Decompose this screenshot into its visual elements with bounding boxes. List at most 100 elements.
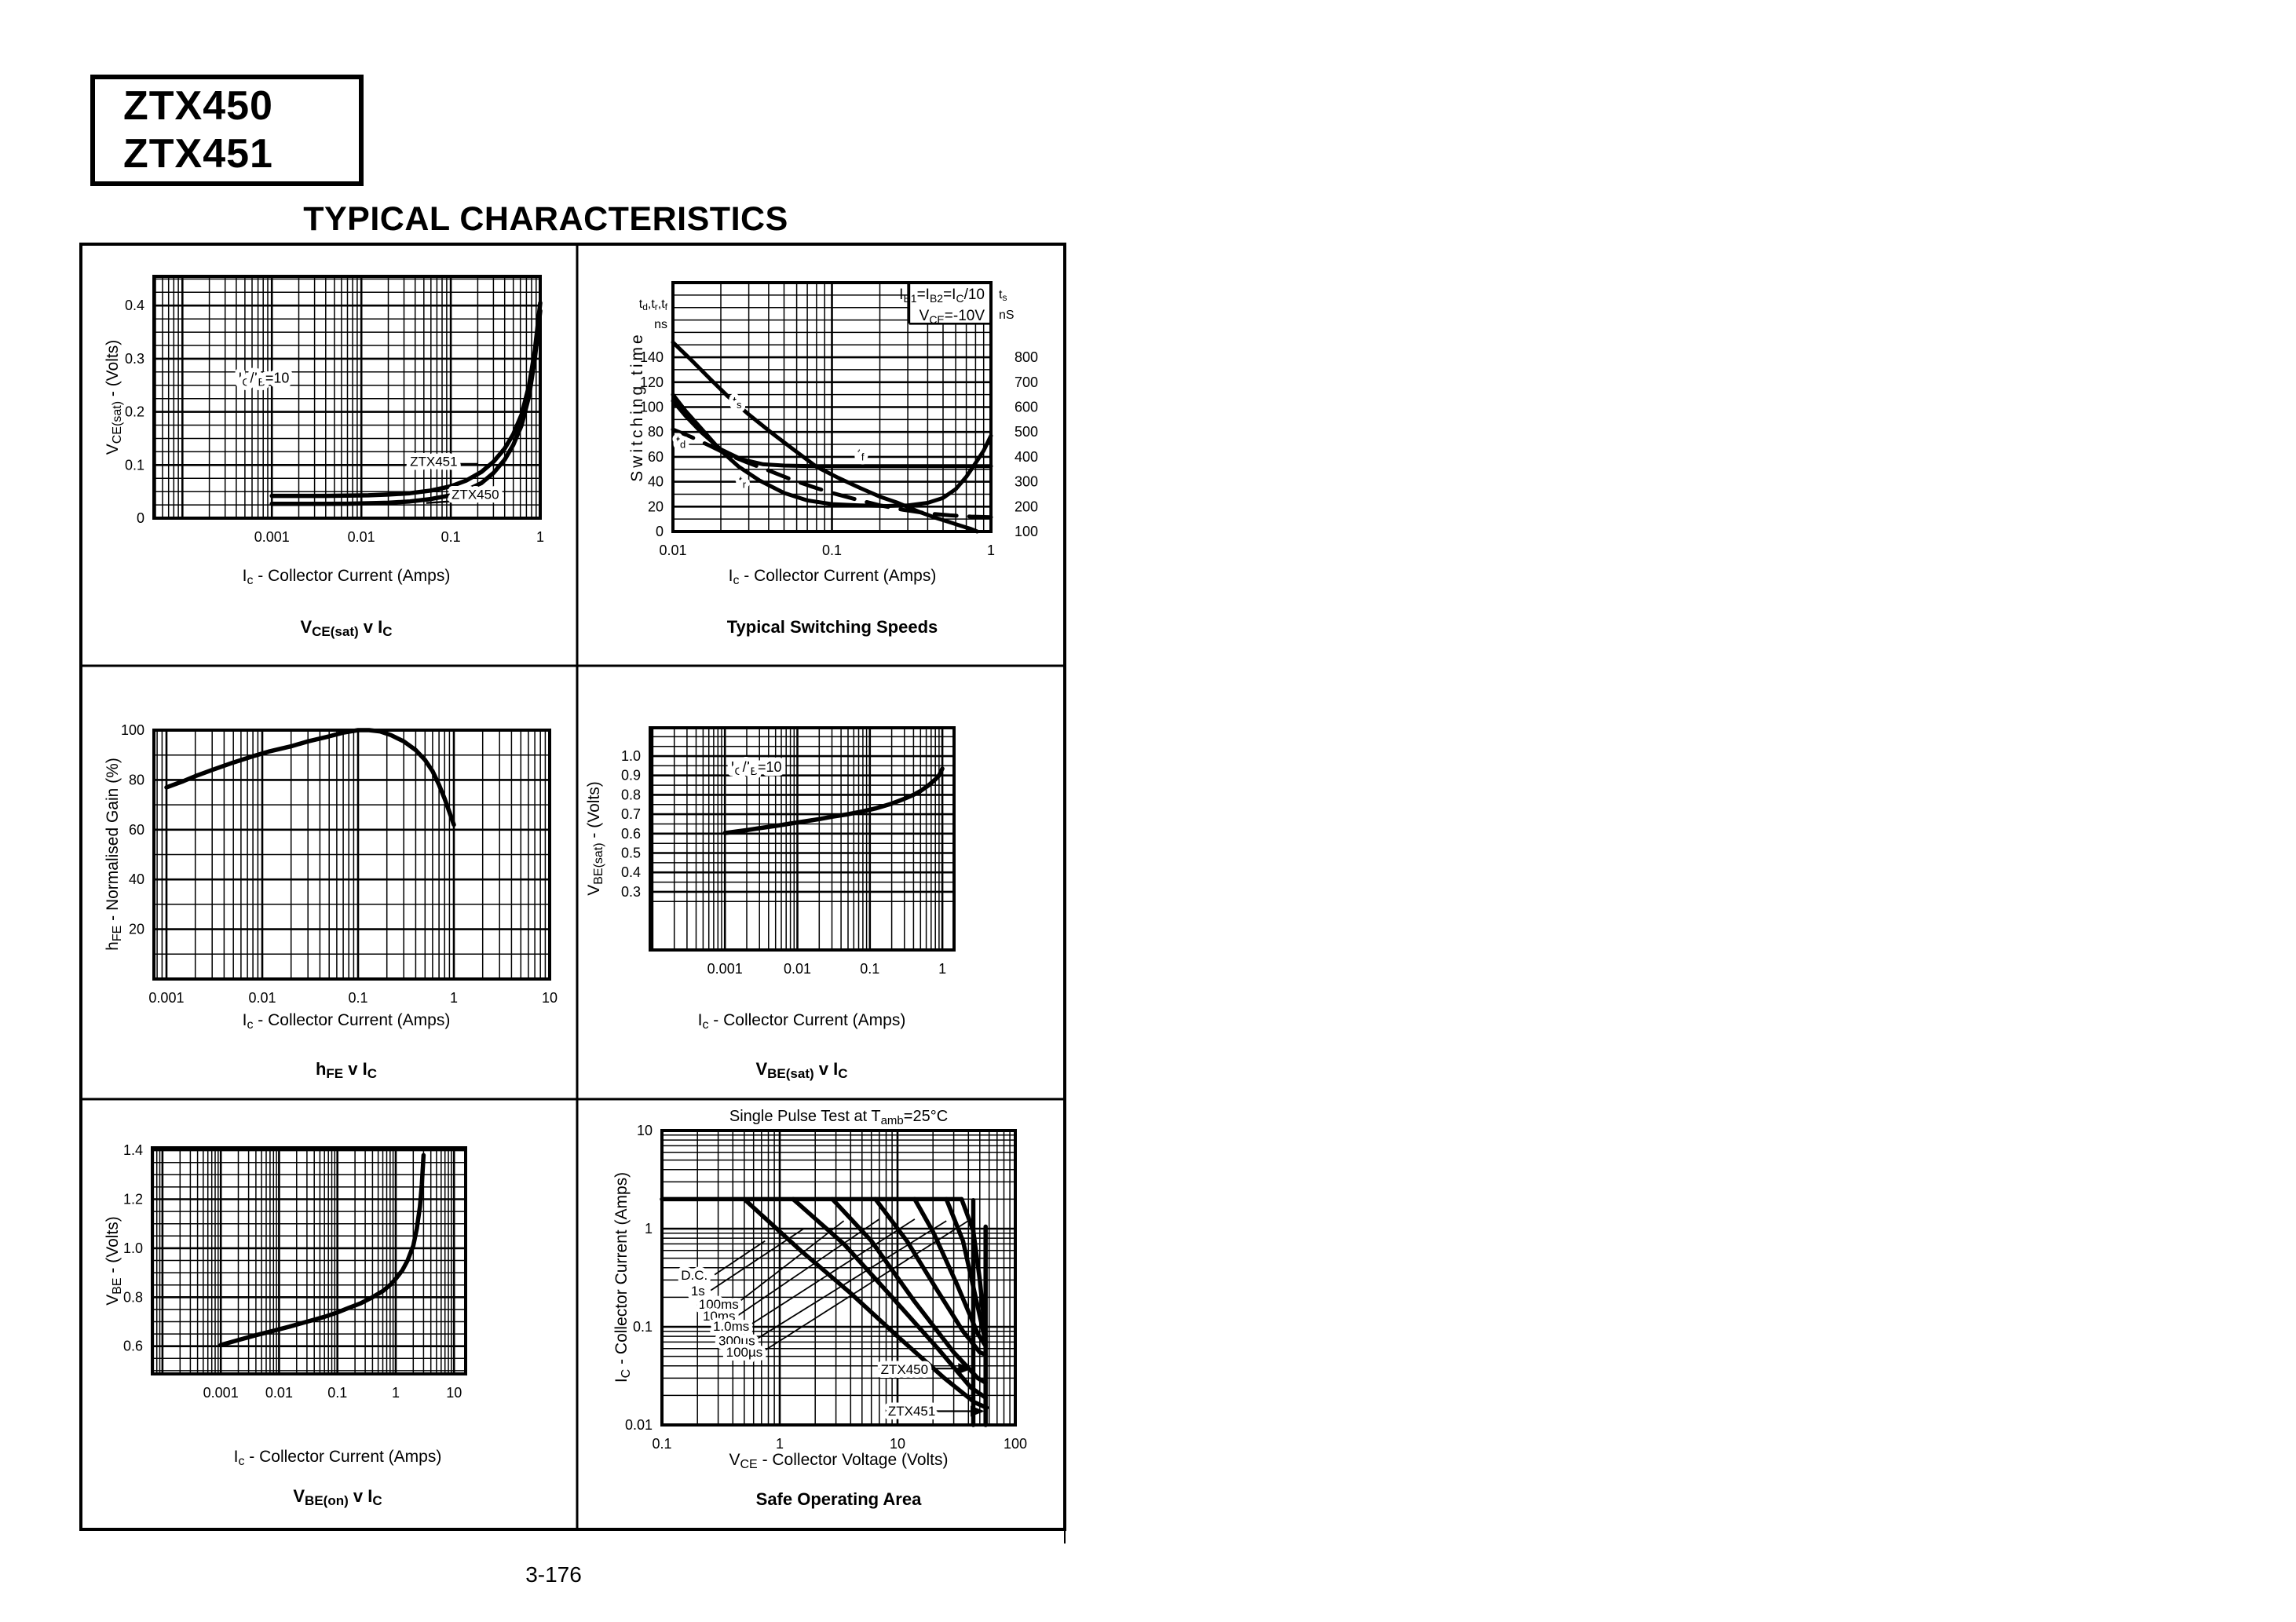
charts-grid-frame xyxy=(79,243,1066,1543)
device-label-ztx451: ZTX451 xyxy=(888,1404,935,1419)
y2-header-units: nS xyxy=(999,309,1015,322)
x-tick: 0.1 xyxy=(860,961,879,977)
vbe_on-ylabel: VBE - (Volts) xyxy=(104,1216,124,1306)
x-tick: 10 xyxy=(890,1436,905,1452)
curve-label-ts: ts xyxy=(733,394,742,411)
y2-tick: 200 xyxy=(1015,499,1038,514)
test-conditions-box xyxy=(909,283,991,324)
y-tick: 80 xyxy=(129,772,144,787)
x-tick: 0.01 xyxy=(265,1385,293,1401)
series-vbe-sat- xyxy=(722,766,945,835)
series-ztx451 xyxy=(269,301,543,499)
chart-vbe_on: 0.001 0.01 0.1 1 10 0.6 0.8 1.0 1.2 1.4 Ic - Colle… xyxy=(104,1142,467,1508)
x-tick: 100 xyxy=(1004,1436,1027,1452)
x-tick: 0.001 xyxy=(148,990,184,1006)
switching-xlabel: Ic - Collector Current (Amps) xyxy=(729,567,937,587)
x-tick: 0.01 xyxy=(784,961,811,977)
y-tick: 140 xyxy=(640,349,664,365)
y-tick: 0.4 xyxy=(621,864,641,880)
x-tick: 0.1 xyxy=(441,529,461,545)
switching-ylabel: Switching time xyxy=(628,331,646,481)
plot-border xyxy=(649,726,956,952)
y-tick: 0.8 xyxy=(123,1289,143,1305)
soa-ylabel: IC - Collector Current (Amps) xyxy=(612,1172,633,1383)
vbe_sat-ylabel: VBE(sat) - (Volts) xyxy=(585,781,605,896)
y-tick: 0.6 xyxy=(621,826,641,842)
x-tick: 0.01 xyxy=(348,529,375,545)
curve-label-tf: tf xyxy=(857,446,865,462)
y-tick: 1.0 xyxy=(123,1240,143,1256)
series-100ms xyxy=(830,1196,988,1385)
series-100us xyxy=(959,1196,988,1339)
y-tick: 1 xyxy=(645,1221,653,1237)
grid-border xyxy=(79,243,1066,1531)
pulse-label: D.C. xyxy=(681,1268,707,1283)
y-tick: 0.3 xyxy=(125,351,144,367)
series-tf xyxy=(671,399,993,469)
y2-tick: 600 xyxy=(1015,400,1038,415)
plot-border xyxy=(660,1129,1017,1427)
y2-tick: 300 xyxy=(1015,474,1038,490)
hfe-ylabel: hFE - Normalised Gain (%) xyxy=(104,758,124,951)
device-label-ztx450: ZTX450 xyxy=(881,1362,928,1377)
y-header-units: ns xyxy=(654,318,667,331)
y-tick: 60 xyxy=(129,822,144,838)
arrow-icon xyxy=(958,1363,973,1375)
y-tick: 0.01 xyxy=(625,1417,653,1433)
chart-switching: ts tr tf td IB1=IB2=IC/10 VCE=-10V 0.01 0.1 1 0 20… xyxy=(628,281,1038,637)
y2-tick: 800 xyxy=(1015,349,1038,365)
y2-tick: 100 xyxy=(1015,524,1038,539)
y-tick: 0 xyxy=(656,524,664,539)
y-tick: 0.3 xyxy=(621,884,641,900)
switching-title: Typical Switching Speeds xyxy=(727,617,938,637)
arrow-icon xyxy=(971,1405,985,1417)
soa-header: Single Pulse Test at Tamb=25°C xyxy=(729,1108,948,1127)
x-tick: 10 xyxy=(446,1385,462,1401)
x-tick: 1 xyxy=(938,961,946,977)
hfe-title: hFE v IC xyxy=(316,1059,377,1081)
x-tick: 1 xyxy=(987,542,995,558)
y-tick: 0.8 xyxy=(621,787,641,802)
y-tick: 100 xyxy=(121,722,144,738)
vbe_sat-title: VBE(sat) v IC xyxy=(755,1059,847,1081)
vce_sat-ylabel: VCE(sat) - (Volts) xyxy=(104,340,124,455)
plot-border xyxy=(152,275,542,520)
series-hfe xyxy=(164,728,456,827)
y2-tick: 700 xyxy=(1015,374,1038,390)
chart-vbe_sat: IC/IB=10 0.001 0.01 0.1 1 0.3 0.4 0.5 0.6 0.7 0.8 0… xyxy=(585,726,956,1081)
x-tick: 10 xyxy=(542,990,558,1006)
part-number-box: ZTX450 ZTX451 xyxy=(90,75,364,186)
test-condition-2: VCE=-10V xyxy=(919,308,985,326)
curve-label-tr: tr xyxy=(739,473,747,490)
y-tick: 0.6 xyxy=(123,1339,143,1354)
hfe-xlabel: Ic - Collector Current (Amps) xyxy=(243,1011,451,1032)
x-tick: 0.001 xyxy=(203,1385,239,1401)
pulse-label: 1.0ms xyxy=(713,1319,749,1334)
series-ztx450 xyxy=(269,309,543,506)
x-tick: 0.001 xyxy=(707,961,743,977)
test-condition-1: IB1=IB2=IC/10 xyxy=(899,287,985,305)
y-tick: 0.7 xyxy=(621,806,641,822)
curve-label-ztx451: ZTX451 xyxy=(410,455,457,469)
y-tick: 1.0 xyxy=(621,748,641,764)
vbe_on-title: VBE(on) v IC xyxy=(293,1486,382,1508)
y-header: td,tr,tf xyxy=(639,298,668,312)
y-tick: 10 xyxy=(637,1123,653,1138)
x-tick: 1 xyxy=(776,1436,784,1452)
page-title: TYPICAL CHARACTERISTICS xyxy=(303,200,788,238)
y-tick: 100 xyxy=(640,400,664,415)
part-number-ztx451: ZTX451 xyxy=(123,131,273,177)
x-tick: 0.001 xyxy=(254,529,290,545)
y-tick: 0.2 xyxy=(125,404,144,420)
x-tick: 1 xyxy=(450,990,458,1006)
y-tick: 1.2 xyxy=(123,1192,143,1207)
x-tick: 1 xyxy=(392,1385,400,1401)
y-tick: 40 xyxy=(129,871,144,887)
part-number-ztx450: ZTX450 xyxy=(123,82,273,129)
vbe_sat-xlabel: Ic - Collector Current (Amps) xyxy=(698,1011,906,1032)
y2-tick: 400 xyxy=(1015,449,1038,465)
y-tick: 1.4 xyxy=(123,1142,143,1158)
